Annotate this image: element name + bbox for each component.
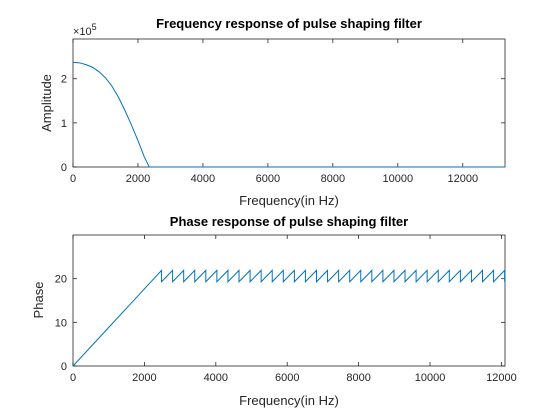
amplitude-x-tick-label: 8000	[321, 173, 345, 185]
amplitude-y-tick-label: 1	[61, 118, 67, 130]
amplitude-y-tick-label: 0	[61, 162, 67, 174]
phase-x-tick-label: 0	[70, 372, 76, 384]
amplitude-x-tick-label: 10000	[383, 173, 414, 185]
amplitude-ticks: 0 2000 4000 6000 8000 10000 12000 0 1 2	[61, 39, 505, 185]
amplitude-plot: Frequency response of pulse shaping filt…	[39, 16, 506, 208]
amplitude-series-line	[72, 61, 505, 168]
amplitude-y-tick-label: 2	[61, 74, 67, 86]
phase-series-line	[72, 269, 506, 367]
phase-plot-title: Phase response of pulse shaping filter	[170, 214, 408, 229]
phase-x-tick-label: 4000	[204, 372, 228, 384]
phase-plot: Phase response of pulse shaping filter 0…	[31, 214, 517, 408]
phase-x-tick-label: 8000	[346, 372, 370, 384]
amplitude-x-axis-label: Frequency(in Hz)	[239, 193, 339, 208]
y-multiplier: ×105	[73, 22, 97, 38]
phase-x-tick-label: 6000	[275, 372, 299, 384]
amplitude-x-tick-label: 0	[70, 173, 76, 185]
phase-y-tick-label: 10	[55, 317, 67, 329]
amplitude-plot-title: Frequency response of pulse shaping filt…	[156, 16, 422, 31]
phase-x-tick-label: 10000	[415, 372, 446, 384]
phase-x-axis-label: Frequency(in Hz)	[239, 393, 339, 408]
phase-y-axis-label: Phase	[31, 282, 46, 319]
phase-ticks: 0 2000 4000 6000 8000 10000 12000 0 10 20	[55, 235, 517, 384]
amplitude-x-tick-label: 12000	[447, 173, 478, 185]
amplitude-x-tick-label: 2000	[126, 173, 150, 185]
phase-x-tick-label: 2000	[132, 372, 156, 384]
amplitude-x-tick-label: 4000	[191, 173, 215, 185]
phase-y-tick-label: 0	[61, 361, 67, 373]
phase-y-tick-label: 20	[55, 274, 67, 286]
amplitude-axes-box	[72, 38, 506, 168]
phase-x-tick-label: 12000	[486, 372, 517, 384]
amplitude-y-axis-label: Amplitude	[39, 74, 54, 132]
phase-axes-box	[72, 234, 506, 367]
amplitude-x-tick-label: 6000	[256, 173, 280, 185]
